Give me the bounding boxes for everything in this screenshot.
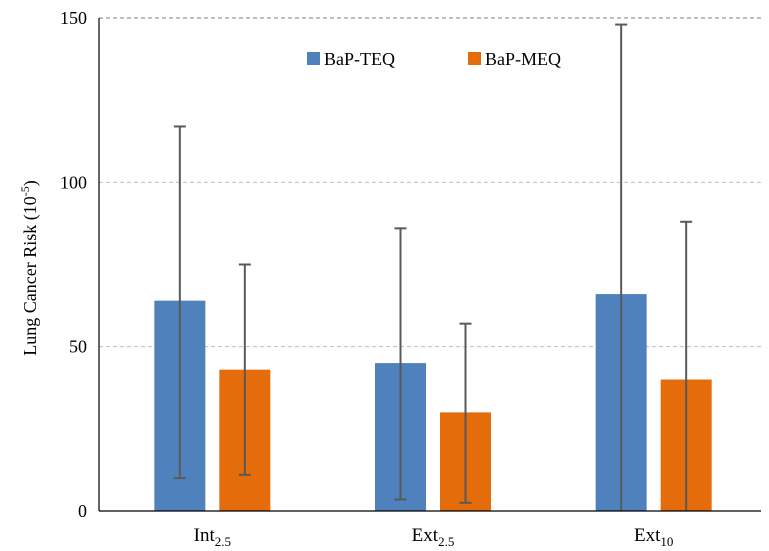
axes <box>98 18 761 512</box>
category-subscript: 2.5 <box>438 534 454 549</box>
gridlines <box>99 17 761 348</box>
y-axis-title-suffix: ) <box>20 180 41 186</box>
error-bar-bap-meq-ext10 <box>680 220 693 511</box>
error-bar-bap-teq-ext10 <box>615 23 628 511</box>
legend-swatch-bap-meq <box>468 52 481 65</box>
error-bar-bap-meq-int2-5 <box>238 263 251 476</box>
y-tick-label-150: 150 <box>60 8 87 28</box>
x-category-label-int2-5: Int2.5 <box>194 525 231 549</box>
legend-label-bap-meq: BaP-MEQ <box>485 49 561 69</box>
y-axis-title-text: Lung Cancer Risk (10 <box>20 196 41 355</box>
y-tick-label-100: 100 <box>60 172 87 192</box>
legend-label-bap-teq: BaP-TEQ <box>324 49 395 69</box>
category-base: Int <box>194 525 216 546</box>
x-category-label-ext2-5: Ext2.5 <box>412 525 455 549</box>
y-tick-label-0: 0 <box>78 501 87 521</box>
category-base: Ext <box>412 525 439 546</box>
error-bar-bap-teq-int2-5 <box>173 125 186 480</box>
x-category-label-ext10: Ext10 <box>634 525 673 549</box>
error-bars <box>173 23 693 511</box>
y-tick-labels: 0 50 100 150 <box>60 8 87 521</box>
bars <box>154 294 712 511</box>
category-subscript: 2.5 <box>215 534 231 549</box>
x-category-labels: Int2.5 Ext2.5 Ext10 <box>194 525 674 549</box>
y-axis-title-sup: -5 <box>18 186 32 196</box>
category-base: Ext <box>634 525 661 546</box>
error-bar-bap-teq-ext2-5 <box>394 227 407 501</box>
y-tick-label-50: 50 <box>69 337 87 357</box>
y-axis-title: Lung Cancer Risk (10-5) <box>18 180 41 355</box>
legend: BaP-TEQ BaP-MEQ <box>307 49 561 69</box>
error-bar-bap-meq-ext2-5 <box>459 322 472 504</box>
legend-swatch-bap-teq <box>307 52 320 65</box>
category-subscript: 10 <box>660 534 673 549</box>
